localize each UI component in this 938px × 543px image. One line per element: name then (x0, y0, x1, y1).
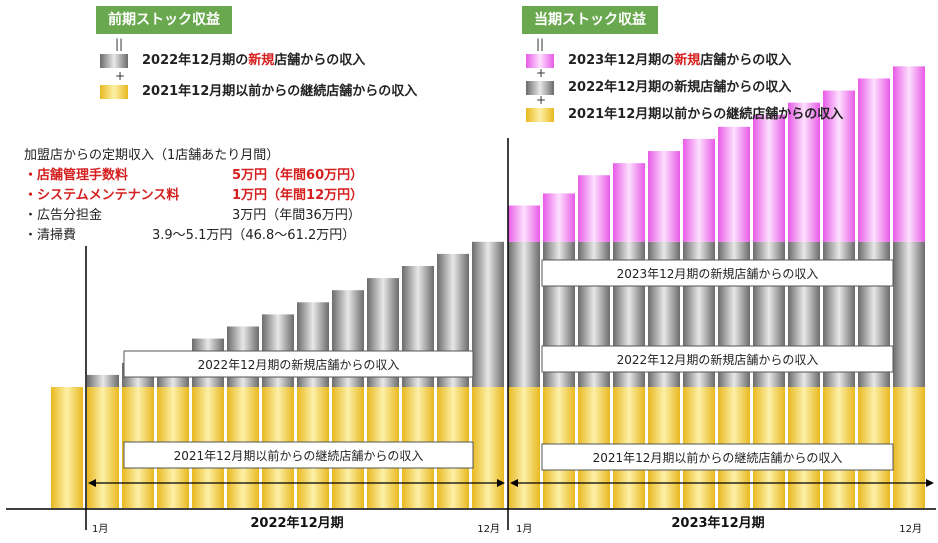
legend-label: 2021年12月期以前からの継続店舗からの収入 (142, 84, 418, 99)
legend-swatch (526, 54, 554, 68)
bar-pink-13 (543, 193, 575, 242)
bar-gold-prior (51, 387, 83, 508)
bar-pink-20 (788, 102, 820, 242)
period-arrow-2023-head-left (510, 479, 518, 487)
info-item-3: ・清掃費 3.9〜5.1万円（46.8〜61.2万円） (24, 226, 355, 246)
in-chart-label-box-2 (541, 259, 894, 287)
right-header: 当期ストック収益 (522, 6, 658, 34)
legend-label: 2022年12月期の新規店舗からの収入 (142, 53, 366, 68)
info-item-label: ・清掃費 (24, 228, 77, 243)
info-item-0: ・店舗管理手数料 5万円（年間60万円） (24, 166, 363, 186)
in-chart-label-1: 2021年12月期以前からの継続店舗からの収入 (174, 448, 424, 463)
info-item-amount: 3万円（年間36万円） (232, 208, 361, 223)
bar-gray-23 (893, 241, 925, 387)
bar-pink-14 (578, 175, 610, 242)
in-chart-label-2: 2023年12月期の新規店舗からの収入 (617, 266, 819, 281)
period-arrow-2022-head-right (497, 479, 505, 487)
legend-swatch (100, 54, 128, 68)
left-equals-sign: || (115, 37, 124, 51)
right-equals-sign: || (536, 37, 545, 51)
in-chart-label-3: 2022年12月期の新規店舗からの収入 (617, 352, 819, 367)
tick-end-2022: 12月 (477, 523, 500, 535)
info-item-2: ・広告分担金 3万円（年間36万円） (24, 206, 361, 226)
legend-label: 2022年12月期の新規店舗からの収入 (568, 80, 792, 95)
tick-start-2022: 1月 (92, 523, 108, 535)
legend-swatch (526, 81, 554, 95)
legend-label: 2021年12月期以前からの継続店舗からの収入 (568, 107, 844, 122)
info-item-label: ・システムメンテナンス料 (24, 188, 180, 203)
right-plus-sign: + (536, 66, 547, 80)
bar-gold-23 (893, 387, 925, 508)
legend-swatch (100, 85, 128, 99)
bar-gold-12 (508, 387, 540, 508)
info-item-amount: 5万円（年間60万円） (232, 168, 364, 183)
info-item-amount: 3.9〜5.1万円（46.8〜61.2万円） (152, 228, 356, 243)
bar-pink-15 (613, 163, 645, 242)
period-arrow-2022-head-left (88, 479, 96, 487)
period-label-2022: 2022年12月期 (250, 515, 343, 531)
period-label-2023: 2023年12月期 (671, 515, 764, 531)
tick-start-2023: 1月 (516, 523, 532, 535)
bar-pink-16 (648, 151, 680, 242)
in-chart-label-box-1 (123, 441, 474, 469)
info-item-label: ・広告分担金 (24, 208, 103, 223)
bar-gold-11 (472, 387, 504, 508)
in-chart-label-box-3 (541, 345, 894, 373)
period-arrow-2023-head-right (926, 479, 934, 487)
in-chart-label-box-0 (123, 350, 474, 378)
in-chart-label-0: 2022年12月期の新規店舗からの収入 (198, 357, 400, 372)
info-item-label: ・店舗管理手数料 (24, 168, 129, 183)
info-item-1: ・システムメンテナンス料 1万円（年間12万円） (24, 186, 363, 206)
bar-gray-0 (87, 374, 119, 387)
legend-swatch (526, 108, 554, 122)
bar-gray-11 (472, 241, 504, 387)
in-chart-label-box-4 (541, 443, 894, 471)
in-chart-label-4: 2021年12月期以前からの継続店舗からの収入 (593, 450, 843, 465)
info-item-amount: 1万円（年間12万円） (232, 188, 364, 203)
bar-pink-22 (858, 78, 890, 242)
bar-pink-18 (718, 126, 750, 242)
legend-label: 2023年12月期の新規店舗からの収入 (568, 53, 792, 68)
tick-end-2023: 12月 (899, 523, 922, 535)
left-plus-sign: + (115, 69, 126, 83)
bar-pink-21 (823, 90, 855, 242)
bar-gold-0 (87, 387, 119, 508)
bar-pink-23 (893, 66, 925, 242)
info-title: 加盟店からの定期収入（1店舗あたり月間） (24, 148, 280, 163)
right-plus-sign-2: + (536, 93, 547, 107)
left-header: 前期ストック収益 (96, 6, 232, 34)
bar-gray-12 (508, 241, 540, 387)
bar-pink-19 (753, 114, 785, 242)
bar-pink-12 (508, 205, 540, 242)
bar-pink-17 (683, 138, 715, 242)
